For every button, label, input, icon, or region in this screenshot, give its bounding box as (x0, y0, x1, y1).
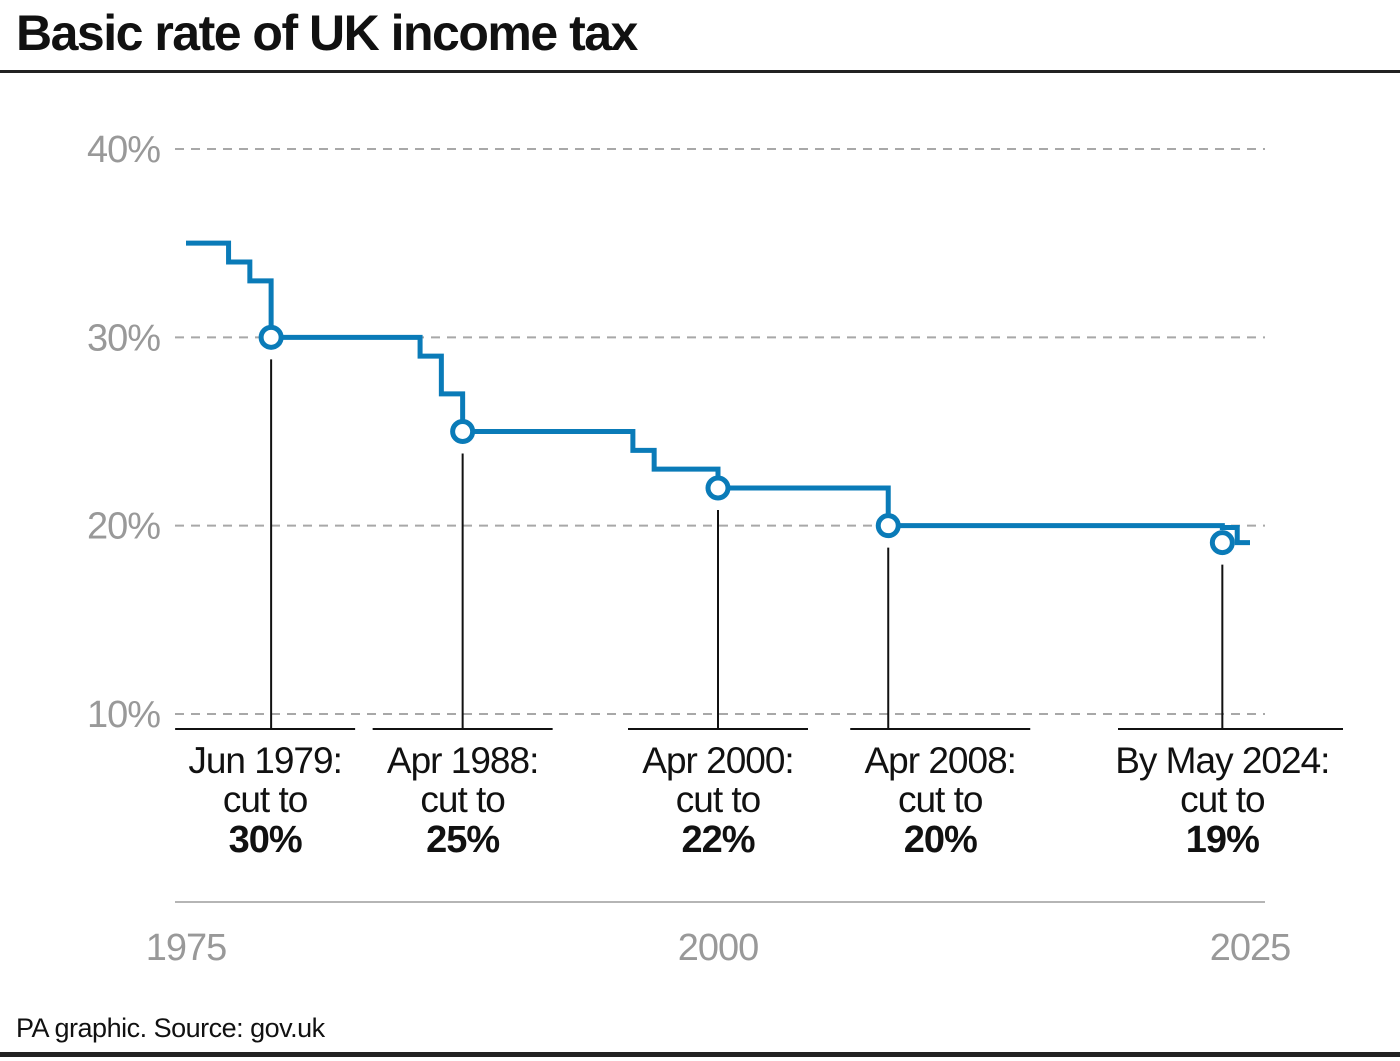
annotation-date-2: Apr 1988: (387, 740, 538, 781)
page-title: Basic rate of UK income tax (16, 5, 638, 61)
annotation-text-4: cut to (898, 779, 983, 820)
annotation-value-5: 19% (1186, 819, 1259, 861)
x-axis: 1975 2000 2025 (146, 901, 1291, 969)
annotation-marker-2 (450, 419, 476, 444)
annotation-value-1: 30% (229, 819, 302, 861)
y-tick-label-40: 40% (87, 129, 160, 171)
tax-rate-step-line (186, 240, 1250, 546)
y-axis-ticks: 10% 20% 30% 40% (87, 129, 161, 736)
annotation-value-2: 25% (426, 819, 499, 861)
source-credit: PA graphic. Source: gov.uk (16, 1013, 325, 1043)
title-divider (0, 70, 1400, 73)
series-line (186, 240, 1250, 546)
annotation-date-1: Jun 1979: (188, 740, 342, 781)
y-tick-label-10: 10% (87, 694, 160, 736)
annotation-date-4: Apr 2008: (865, 740, 1016, 781)
annotation-value-4: 20% (904, 819, 977, 861)
annotation-value-3: 22% (681, 819, 754, 861)
x-tick-label-2000: 2000 (678, 927, 759, 969)
annotation-marker-4 (875, 513, 901, 539)
annotation-markers (258, 324, 1235, 556)
annotation-text-1: cut to (223, 779, 308, 820)
annotation-text-3: cut to (676, 779, 761, 820)
y-tick-label-20: 20% (87, 506, 160, 548)
x-tick-label-1975: 1975 (146, 927, 227, 969)
y-tick-label-30: 30% (87, 317, 160, 359)
annotation-marker-5 (1209, 530, 1235, 556)
annotation-marker-1 (258, 324, 284, 350)
gridlines (175, 148, 1265, 715)
annotation-marker-3 (705, 475, 731, 501)
annotation-text-5: cut to (1180, 779, 1265, 820)
x-tick-label-2025: 2025 (1210, 927, 1291, 969)
annotation-date-5: By May 2024: (1115, 740, 1329, 781)
annotation-date-3: Apr 2000: (642, 740, 793, 781)
footer-divider (0, 1052, 1400, 1057)
annotation-text-2: cut to (420, 779, 505, 820)
annotation-leaders (270, 359, 1224, 729)
